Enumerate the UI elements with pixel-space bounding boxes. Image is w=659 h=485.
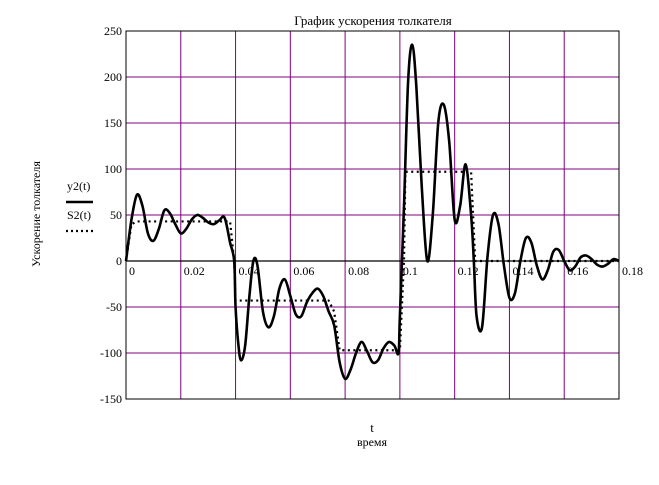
x-tick-label: 0.1 [403,264,418,278]
series-line-s2 [124,170,619,352]
x-tick-labels: 0 0.02 0.04 0.06 0.08 0.1 0.12 0.14 0.16 0.18 [129,264,643,278]
x-tick-label: 0.14 [512,264,533,278]
x-tick-label: 0.04 [239,264,260,278]
y-tick-label: 100 [104,162,122,176]
y-tick-label: 0 [116,254,122,268]
series-layer [124,43,620,381]
legend-label-y2: y2(t) [67,179,90,193]
y-tick-label: -150 [100,392,122,406]
y-tick-label: 50 [110,208,122,222]
y-tick-label: 250 [104,24,122,38]
y-tick-label: -100 [100,346,122,360]
x-tick-label: 0 [129,264,135,278]
plot-frame [125,30,620,400]
y-tick-label: 150 [104,116,122,130]
x-tick-label: 0.18 [622,264,643,278]
x-axis-sublabel: время [357,435,388,449]
legend: y2(t) S2(t) [66,179,93,233]
series-line-y2 [124,43,620,381]
legend-label-s2: S2(t) [67,208,91,222]
x-axis-label: t [370,420,374,435]
x-tick-label: 0.16 [567,264,588,278]
y-tick-labels: -150 -100 -50 0 50 100 150 200 250 [100,24,122,406]
x-tick-label: 0.02 [184,264,205,278]
chart-title: График ускорения толкателя [294,13,452,28]
y-tick-label: 200 [104,70,122,84]
y-axis-label: Ускорение толкателя [29,161,43,267]
x-tick-label: 0.06 [293,264,314,278]
x-tick-label: 0.08 [348,264,369,278]
y-tick-label: -50 [106,300,122,314]
